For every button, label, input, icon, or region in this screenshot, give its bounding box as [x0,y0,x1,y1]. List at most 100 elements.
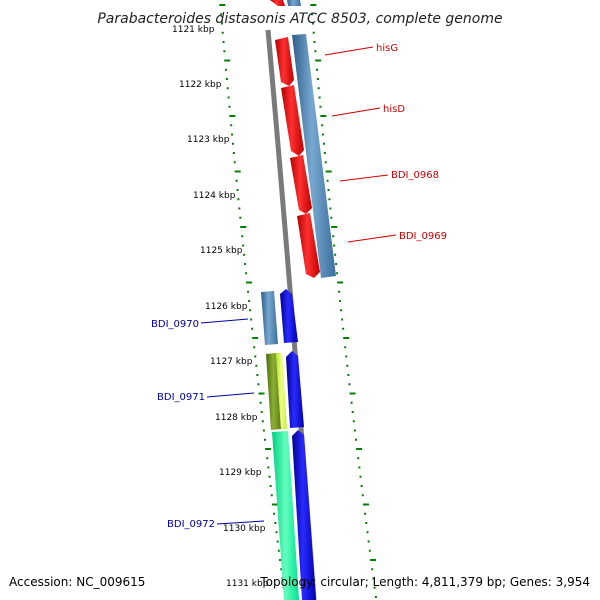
forward-genes [270,0,320,278]
ruler-tick-right [311,22,314,25]
ruler-tick-left [226,87,229,90]
gene-BDI_0969-arrow[interactable] [297,213,320,278]
ruler-tick-right [310,4,317,6]
ruler-tick-left [268,475,271,478]
ruler-tick-right [352,420,355,423]
ruler-tick-right [317,87,320,90]
gene-steel-0[interactable] [287,0,301,6]
ruler-tick-right [362,503,369,506]
gene-blue-3[interactable] [292,430,316,600]
ruler-tick-left [252,337,259,339]
ruler-tick-left [242,244,245,247]
ruler-tick-right [311,13,314,16]
ruler-tick-left [254,355,257,358]
ruler-tick-left [232,152,235,154]
ruler-tick-right [325,170,332,173]
ruler-tick-left [253,346,256,349]
ruler-tick-left [231,133,234,136]
ruler-tick-left [247,290,250,293]
ruler-tick-left [274,522,277,524]
ruler-tick-left [239,216,242,219]
ruler-tick-left [277,549,280,552]
ruler-tick-left [260,411,263,413]
ruler-tick-left [275,531,278,534]
ruler-tick-left [240,226,247,228]
ruler-tick-right [323,152,326,154]
ruler-tick-right [359,475,362,478]
ruler-tick-right [328,198,331,201]
ruler-tick-right [315,59,322,62]
ruler-tick-right [353,429,356,432]
gene-hisD-arrow[interactable] [281,85,304,156]
gene-blue-2[interactable] [286,351,304,428]
gene-label-BDI_0968[interactable]: BDI_0968 [391,170,439,181]
ruler-tick-left [259,401,262,404]
ruler-tick-right [346,364,349,367]
ruler-tick-right [318,96,321,99]
ruler-tick-left [270,494,273,497]
ruler-tick-right [339,300,342,302]
ruler-tick-right [349,392,356,395]
leader-BDI_0971 [206,392,255,398]
gene-BDI_0971-olive[interactable] [266,353,281,430]
gene-steel-long[interactable] [292,34,336,278]
ruler-tick-right [321,124,324,127]
gene-blue-1[interactable] [280,289,298,343]
gene-labels: hisG hisD BDI_0968 BDI_0969 BDI_0970 BDI… [151,43,447,530]
ruler-tick-left [233,161,236,164]
kbp-label-1131: 1131 kbp [226,579,269,589]
kbp-labels: 1121 kbp 1122 kbp 1123 kbp 1124 kbp 1125… [172,25,269,589]
kbp-label-1129: 1129 kbp [219,468,262,478]
gene-BDI_0970-steel[interactable] [261,291,278,345]
ruler-tick-left [219,4,226,6]
gene-label-BDI_0971[interactable]: BDI_0971 [157,392,205,403]
gene-BDI_0968-arrow[interactable] [290,155,312,214]
gene-BDI_0972-spring[interactable] [272,431,299,600]
gene-hisG-arrow[interactable] [275,37,294,86]
ruler-tick-left [243,253,246,256]
ruler-tick-right [372,577,375,580]
ruler-tick-left [246,281,253,284]
ruler-tick-right [312,31,315,34]
ruler-tick-left [281,577,284,580]
ruler-tick-right [316,78,319,80]
page-title: Parabacteroides distasonis ATCC 8503, co… [97,11,502,27]
ruler-tick-right [338,290,341,293]
gene-label-BDI_0969[interactable]: BDI_0969 [399,231,447,242]
ruler-tick-right [340,309,343,312]
kbp-label-1125: 1125 kbp [200,246,243,256]
ruler-tick-right [358,466,361,469]
kbp-label-1124: 1124 kbp [193,191,236,201]
ruler-tick-right [361,494,364,497]
ruler-tick-left [263,438,266,441]
ruler-tick-right [329,207,332,210]
gene-label-hisD[interactable]: hisD [383,104,405,115]
ruler-tick-left [224,59,231,62]
gene-label-BDI_0970[interactable]: BDI_0970 [151,319,199,330]
ruler-tick-left [225,68,228,71]
ruler-tick-right [327,189,330,191]
ruler-tick-right [331,226,338,228]
ruler-tick-left [234,170,241,173]
kbp-label-1130: 1130 kbp [223,524,266,534]
steelblue-genes [261,0,336,345]
ruler-tick-right [322,133,325,136]
ruler-tick-right [313,41,316,43]
gene-label-hisG[interactable]: hisG [376,43,398,54]
gene-label-BDI_0972[interactable]: BDI_0972 [167,519,215,530]
ruler-tick-right [367,540,370,543]
ruler-tick-left [273,512,276,515]
kbp-label-1127: 1127 kbp [210,357,253,367]
ruler-tick-left [238,207,241,210]
kbp-ruler-ticks [219,4,377,598]
genome-summary-text: Topology: circular; Length: 4,811,379 bp… [259,575,590,589]
gene-red-0[interactable] [270,0,285,6]
ruler-tick-right [334,253,337,256]
ruler-tick-left [261,420,264,423]
ruler-tick-right [335,263,338,265]
gene-BDI_0971-yellow[interactable] [276,353,287,429]
ruler-tick-left [222,41,225,43]
ruler-tick-left [245,272,248,275]
ruler-tick-right [354,438,357,441]
